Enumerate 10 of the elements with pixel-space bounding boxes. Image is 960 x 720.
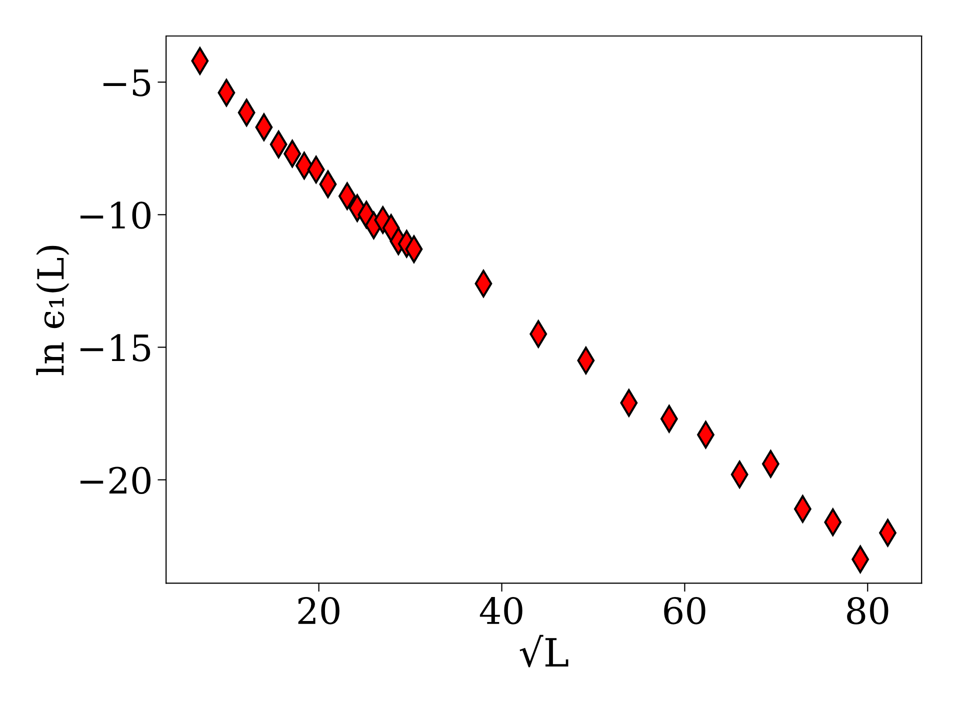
y-axis-title: ln ϵ₁(L)	[36, 246, 70, 376]
y-tick-label: −10	[80, 202, 150, 229]
y-tick-label: −5	[103, 70, 150, 96]
y-tick-label: −20	[80, 466, 150, 494]
x-tick-label: 80	[847, 597, 888, 624]
x-tick-label: 40	[480, 597, 522, 624]
y-tick-label: −15	[80, 334, 150, 362]
x-tick-label: 60	[664, 597, 706, 624]
x-tick-label: 20	[298, 597, 340, 624]
x-axis-title: √L	[520, 634, 568, 668]
